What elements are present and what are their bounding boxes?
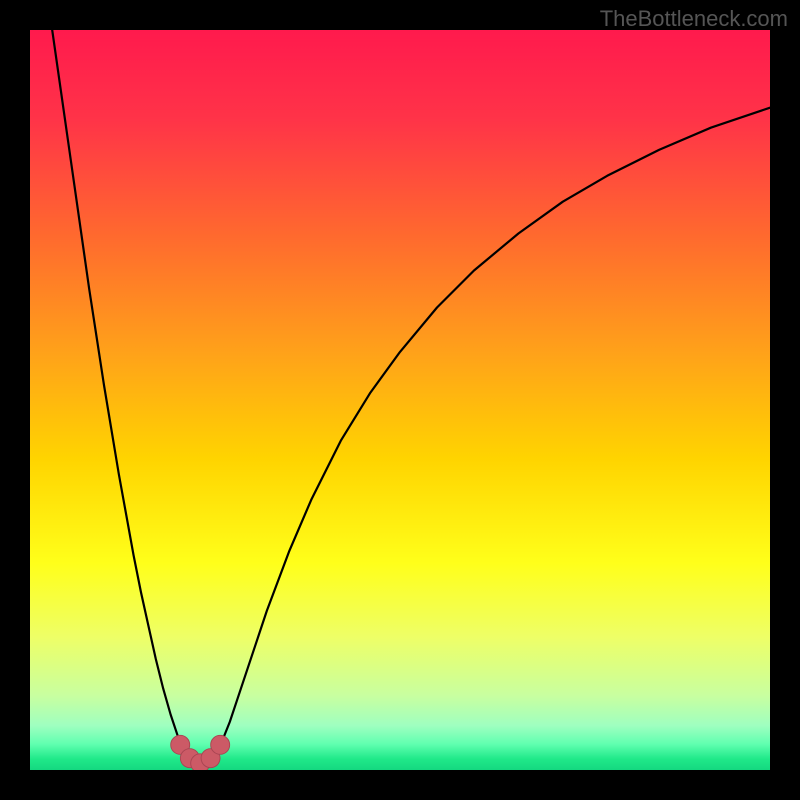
gradient-background	[30, 30, 770, 770]
watermark-text: TheBottleneck.com	[600, 6, 788, 32]
plot-area	[30, 30, 770, 770]
bottleneck-chart-svg	[30, 30, 770, 770]
valley-marker	[211, 735, 230, 754]
chart-frame: TheBottleneck.com	[0, 0, 800, 800]
